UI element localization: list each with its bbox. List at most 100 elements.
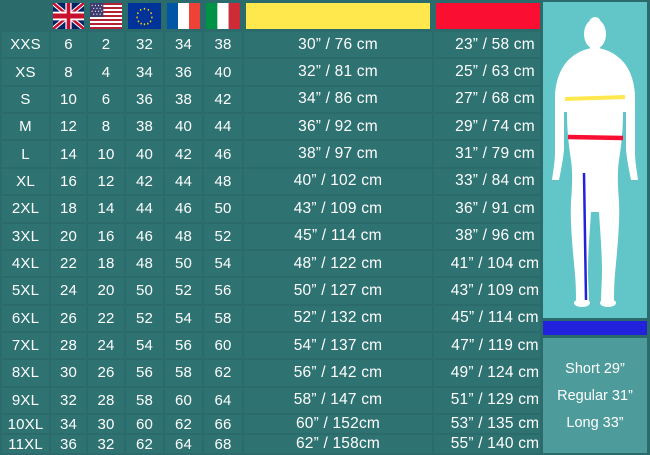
uk-size: 12: [51, 114, 86, 140]
waist-measure: 27” / 68 cm: [434, 86, 556, 113]
us-size: 8: [88, 114, 124, 140]
fr-size: 56: [165, 332, 202, 359]
fr-size: 46: [165, 196, 202, 222]
uk-size: 8: [51, 59, 86, 85]
length-long: Long 33”: [566, 414, 624, 431]
size-label: 8XL: [2, 360, 49, 386]
waist-bar-swatch: [436, 3, 554, 29]
waist-measure: 29” / 74 cm: [434, 114, 556, 140]
it-size: 62: [204, 360, 242, 386]
it-size: 42: [204, 86, 242, 113]
it-size: 64: [204, 387, 242, 413]
size-label: 6XL: [2, 305, 49, 331]
fr-size: 40: [165, 114, 202, 140]
chest-measure: 58” / 147 cm: [244, 387, 432, 413]
waist-color-bar: [434, 2, 556, 30]
flag-italy-icon: [204, 2, 242, 30]
chest-bar-swatch: [246, 3, 430, 29]
fr-size: 62: [165, 415, 202, 433]
size-label: 2XL: [2, 196, 49, 222]
chest-measure: 40” / 102 cm: [244, 168, 432, 195]
eu-size: 32: [126, 32, 163, 58]
eu-size: 52: [126, 305, 163, 331]
uk-size: 14: [51, 141, 86, 167]
eu-size: 42: [126, 168, 163, 195]
fr-size: 48: [165, 223, 202, 249]
chest-measure: 45” / 114 cm: [244, 223, 432, 249]
size-label: M: [2, 114, 49, 140]
uk-size: 36: [51, 435, 86, 453]
us-size: 6: [88, 86, 124, 113]
it-size: 44: [204, 114, 242, 140]
us-size: 28: [88, 387, 124, 413]
waist-measure: 33” / 84 cm: [434, 168, 556, 195]
body-figure-container: [543, 2, 647, 318]
us-size: 18: [88, 250, 124, 277]
chest-measure: 60” / 152cm: [244, 415, 432, 433]
eu-size: 34: [126, 59, 163, 85]
length-regular: Regular 31”: [557, 387, 633, 404]
eu-size: 40: [126, 141, 163, 167]
waist-measure: 55” / 140 cm: [434, 435, 556, 453]
us-size: 4: [88, 59, 124, 85]
eu-size: 60: [126, 415, 163, 433]
it-size: 66: [204, 415, 242, 433]
size-label: 3XL: [2, 223, 49, 249]
fr-size: 42: [165, 141, 202, 167]
it-size: 40: [204, 59, 242, 85]
uk-size: 34: [51, 415, 86, 433]
us-size: 24: [88, 332, 124, 359]
us-size: 10: [88, 141, 124, 167]
fr-size: 34: [165, 32, 202, 58]
waist-measure: 47” / 119 cm: [434, 332, 556, 359]
fr-size: 36: [165, 59, 202, 85]
uk-size: 32: [51, 387, 86, 413]
us-size: 22: [88, 305, 124, 331]
us-size: 12: [88, 168, 124, 195]
us-size: 14: [88, 196, 124, 222]
chest-measure: 52” / 132 cm: [244, 305, 432, 331]
waist-measure: 53” / 135 cm: [434, 415, 556, 433]
chest-measure: 36” / 92 cm: [244, 114, 432, 140]
eu-size: 56: [126, 360, 163, 386]
fr-size: 38: [165, 86, 202, 113]
uk-size: 20: [51, 223, 86, 249]
it-size: 68: [204, 435, 242, 453]
flag-usa-icon: [88, 2, 124, 30]
it-size: 60: [204, 332, 242, 359]
flag-france-icon: [165, 2, 202, 30]
uk-size: 24: [51, 278, 86, 304]
uk-size: 30: [51, 360, 86, 386]
size-label: 7XL: [2, 332, 49, 359]
waist-measure: 41” / 104 cm: [434, 250, 556, 277]
size-label: S: [2, 86, 49, 113]
inseam-divider-bar: [543, 321, 647, 335]
female-body-silhouette-icon: [552, 17, 638, 307]
eu-size: 50: [126, 278, 163, 304]
it-size: 48: [204, 168, 242, 195]
us-size: 2: [88, 32, 124, 58]
size-label: 11XL: [2, 435, 49, 453]
it-size: 38: [204, 32, 242, 58]
size-label: XXS: [2, 32, 49, 58]
flag-uk-icon: [51, 2, 86, 30]
flag-eu-icon: [126, 2, 163, 30]
it-size: 54: [204, 250, 242, 277]
eu-size: 48: [126, 250, 163, 277]
uk-size: 16: [51, 168, 86, 195]
it-size: 52: [204, 223, 242, 249]
us-size: 20: [88, 278, 124, 304]
it-size: 58: [204, 305, 242, 331]
chest-measure: 30” / 76 cm: [244, 32, 432, 58]
us-size: 32: [88, 435, 124, 453]
size-label: L: [2, 141, 49, 167]
it-size: 46: [204, 141, 242, 167]
chest-measure: 62” / 158cm: [244, 435, 432, 453]
chest-measure: 34” / 86 cm: [244, 86, 432, 113]
waist-measure: 51” / 129 cm: [434, 387, 556, 413]
size-label: 10XL: [2, 415, 49, 433]
it-size: 50: [204, 196, 242, 222]
fr-size: 50: [165, 250, 202, 277]
length-legend: Short 29” Regular 31” Long 33”: [543, 338, 647, 453]
